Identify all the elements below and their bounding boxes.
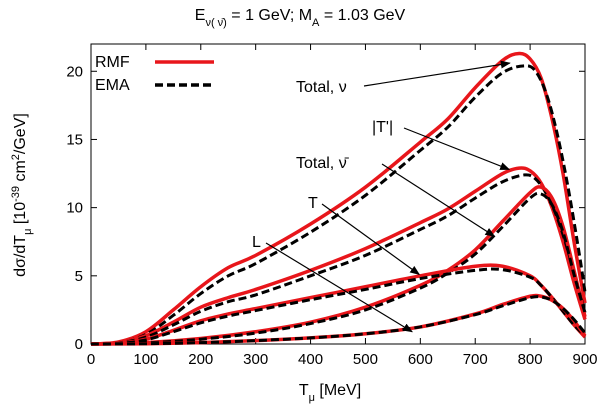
annotation-arrow [363,60,511,87]
x-tick-label: 100 [133,351,158,368]
legend: RMF EMA [95,54,214,94]
axis-ticks: 0 100 200 300 400 500 600 700 800 900 0 5 10 15 20 [66,44,598,368]
curves [90,51,587,346]
annotation-l: L [252,234,261,251]
annotation-total-nu: Total, ν [296,79,347,96]
x-tick-label: 300 [243,351,268,368]
series-rmf-total-nubar [90,185,587,346]
y-tick-label: 0 [75,336,83,353]
annotation-arrow [321,203,421,276]
series-ema-T-prime [90,173,587,346]
x-tick-label: 700 [463,351,488,368]
y-tick-label: 20 [66,63,83,80]
chart-title: Eν( ν̄) = 1 GeV; MA = 1.03 GeV [195,7,406,29]
y-tick-label: 10 [66,200,83,217]
series-rmf-T [90,263,587,346]
x-tick-label: 600 [408,351,433,368]
series-ema-L [90,295,587,346]
annotation-total-nubar: Total, ν̄ [296,155,350,172]
series-ema-total-nu [90,64,587,346]
x-tick-label: 200 [188,351,213,368]
series-rmf-total-nu [90,51,587,346]
plot-frame [90,43,586,345]
x-tick-label: 0 [87,351,95,368]
x-axis-label: Tμ [MeV] [299,382,361,404]
x-tick-label: 800 [518,351,543,368]
y-axis-label: dσ/dTμ [10-39 cm2/GeV] [10,113,34,277]
annotation-t: T [308,195,318,212]
x-tick-label: 400 [298,351,323,368]
x-tick-label: 500 [353,351,378,368]
series-ema-total-nubar [90,191,587,346]
annotation-t-prime: |T'| [372,119,393,136]
y-tick-label: 15 [66,131,83,148]
annotation-arrows [265,60,511,333]
legend-label-ema: EMA [95,77,130,94]
annotation-arrow [381,163,496,237]
annotation-arrow [265,242,413,333]
legend-label-rmf: RMF [95,54,130,71]
x-tick-label: 900 [572,351,597,368]
annotation-arrow [403,127,511,171]
y-tick-label: 5 [75,268,83,285]
